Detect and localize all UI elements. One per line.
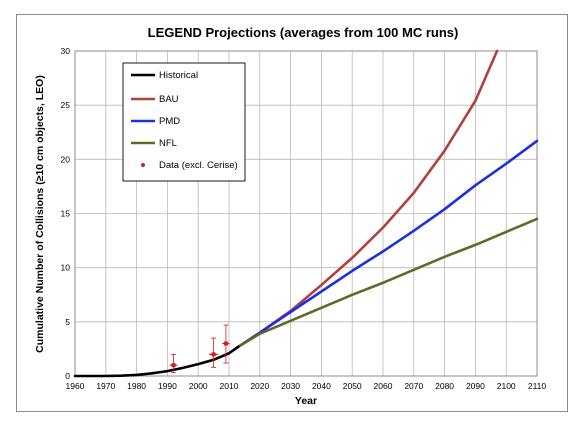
x-axis-label: Year xyxy=(295,395,317,407)
data-point-2 xyxy=(223,341,228,346)
y-tick-label-5: 5 xyxy=(65,317,70,327)
x-tick-label-2070: 2070 xyxy=(404,381,423,391)
x-tick-label-2000: 2000 xyxy=(189,381,208,391)
series-line-pmd xyxy=(236,139,539,349)
x-axis-ticks: 1960 1970 1980 1990 2000 2010 2020 2030 2040 2050… xyxy=(66,381,547,391)
legend-label-historical: Historical xyxy=(159,70,198,81)
x-tick-label-2050: 2050 xyxy=(343,381,362,391)
chart-frame: LEGEND Projections (averages from 100 MC… xyxy=(16,14,568,412)
legend-label-bau: BAU xyxy=(159,94,179,105)
x-tick-label-1970: 1970 xyxy=(96,381,115,391)
legend-label-pmd: PMD xyxy=(159,116,180,127)
legend: Historical BAU PMD NFL Data (excl. Ceris… xyxy=(122,62,246,182)
x-tick-label-1980: 1980 xyxy=(127,381,146,391)
data-series xyxy=(73,49,539,378)
data-points xyxy=(169,324,230,374)
y-axis-ticks: 0 5 10 15 20 25 30 xyxy=(61,46,71,381)
chart-title: LEGEND Projections (averages from 100 MC… xyxy=(148,25,459,40)
legend-label-data: Data (excl. Cerise) xyxy=(159,160,238,171)
data-point-1 xyxy=(211,352,216,357)
x-tick-label-1960: 1960 xyxy=(66,381,85,391)
y-tick-label-20: 20 xyxy=(61,154,71,164)
legend-label-nfl: NFL xyxy=(159,138,177,149)
x-tick-label-2010: 2010 xyxy=(220,381,239,391)
x-tick-label-2110: 2110 xyxy=(528,381,547,391)
x-tick-label-2030: 2030 xyxy=(281,381,300,391)
line-chart: LEGEND Projections (averages from 100 MC… xyxy=(34,25,547,407)
y-tick-label-25: 25 xyxy=(61,100,71,110)
data-point-0 xyxy=(171,363,176,368)
series-line-historical xyxy=(73,345,240,378)
x-tick-label-2080: 2080 xyxy=(435,381,454,391)
legend-swatch-data-point xyxy=(141,163,145,167)
x-tick-label-2020: 2020 xyxy=(250,381,269,391)
y-axis-label: Cumulative Number of Collisions (≥10 cm … xyxy=(34,75,46,353)
x-tick-label-2100: 2100 xyxy=(497,381,516,391)
y-tick-label-10: 10 xyxy=(61,263,71,273)
x-tick-label-2060: 2060 xyxy=(374,381,393,391)
series-line-nfl xyxy=(236,217,539,349)
plot-area-border xyxy=(74,50,538,377)
y-tick-label-30: 30 xyxy=(61,46,71,56)
y-tick-label-15: 15 xyxy=(61,209,71,219)
x-tick-label-2040: 2040 xyxy=(312,381,331,391)
y-tick-label-0: 0 xyxy=(65,371,70,381)
x-tick-label-2090: 2090 xyxy=(466,381,485,391)
x-tick-label-1990: 1990 xyxy=(158,381,177,391)
